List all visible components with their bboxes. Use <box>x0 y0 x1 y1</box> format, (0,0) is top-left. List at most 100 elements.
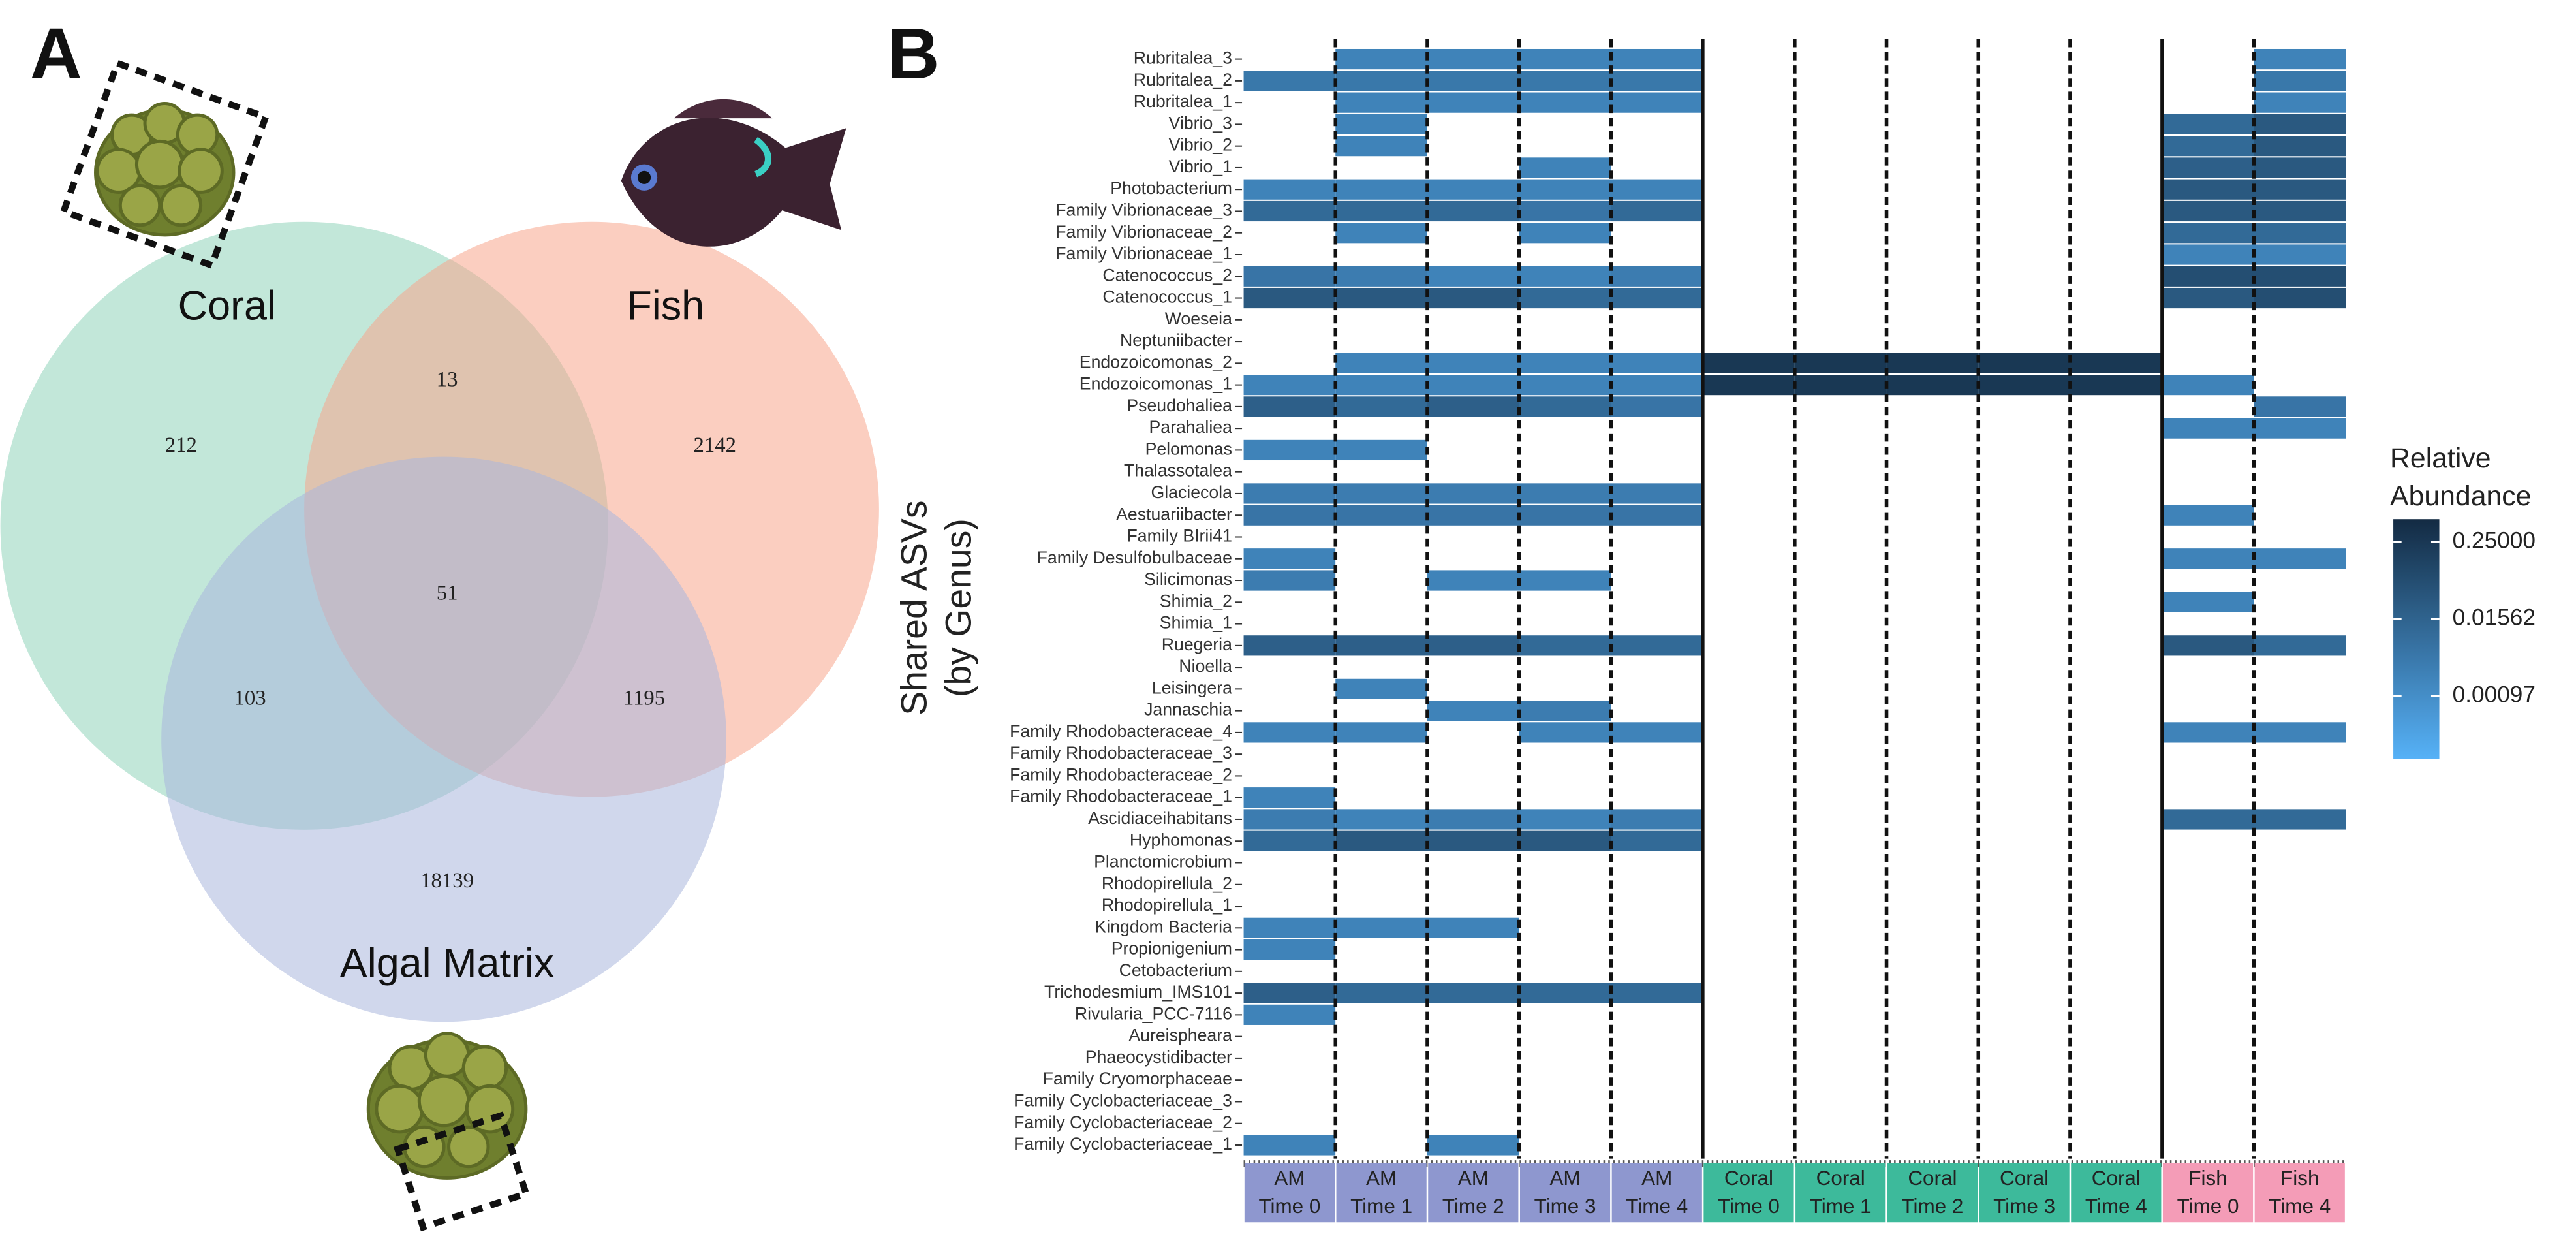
heat-cell <box>1611 809 1703 830</box>
heat-cell <box>1243 418 1336 439</box>
row-label: Family Rhodobacteraceae_1 <box>1010 787 1232 806</box>
heat-cell <box>1519 657 1611 678</box>
heat-cell <box>2254 722 2346 743</box>
heat-cell <box>1243 548 1336 569</box>
column-group-label: AM <box>1549 1167 1580 1190</box>
heat-cell <box>1611 722 1703 743</box>
row-label: Family Cyclobacteriaceae_3 <box>1014 1090 1232 1110</box>
heat-cell <box>1427 526 1519 548</box>
heat-cell <box>1978 613 2070 635</box>
heat-cell <box>1794 830 1887 851</box>
heat-cell <box>1335 787 1427 808</box>
heat-cell <box>1335 570 1427 591</box>
heat-cell <box>1243 505 1336 526</box>
heat-cell <box>2162 157 2254 178</box>
heat-cell <box>1335 635 1427 656</box>
heat-cell <box>2162 678 2254 699</box>
heat-cell <box>1978 200 2070 222</box>
column-label-box <box>1703 1163 1794 1223</box>
heat-cell <box>1335 1135 1427 1156</box>
heat-cell <box>2162 852 2254 874</box>
heat-cell <box>1519 1135 1611 1156</box>
heat-cell <box>2070 505 2162 526</box>
heat-cell <box>2254 136 2346 157</box>
heat-cell <box>1427 375 1519 396</box>
row-label: Leisingera <box>1152 678 1232 697</box>
heat-cell <box>1335 657 1427 678</box>
heat-cell <box>2162 1135 2254 1156</box>
heat-cell <box>1703 1026 1795 1047</box>
heat-cell <box>1794 787 1887 808</box>
heat-cell <box>1703 114 1795 134</box>
heat-cell <box>1427 439 1519 461</box>
heat-cell <box>1335 287 1427 309</box>
heat-cell <box>1519 570 1611 591</box>
region-count: 13 <box>437 368 458 391</box>
column-time-label: Time 1 <box>1350 1195 1412 1218</box>
heat-cell <box>1335 765 1427 787</box>
heat-cell <box>1611 462 1703 482</box>
heat-cell <box>2254 678 2346 699</box>
heat-cell <box>1335 722 1427 743</box>
heat-cell <box>1427 787 1519 808</box>
heat-cell <box>1335 961 1427 982</box>
heat-cell <box>1611 852 1703 874</box>
heat-cell <box>1611 244 1703 265</box>
heat-cell <box>1794 439 1887 461</box>
heat-cell <box>2254 635 2346 656</box>
heat-cell <box>1703 223 1795 244</box>
column-group-label: AM <box>1366 1167 1397 1190</box>
set-label: Fish <box>627 283 704 329</box>
row-label: Vibrio_1 <box>1169 157 1232 176</box>
heat-cell <box>1519 830 1611 851</box>
heat-cell <box>1519 896 1611 917</box>
heat-cell <box>1978 48 2070 70</box>
heat-cell <box>2070 331 2162 352</box>
row-label: Neptuniibacter <box>1120 330 1232 350</box>
heat-cell <box>2070 701 2162 721</box>
heat-cell <box>1978 787 2070 808</box>
heat-cell <box>1703 331 1795 352</box>
heat-cell <box>1335 462 1427 482</box>
heat-cell <box>1978 1069 2070 1090</box>
heat-cell <box>2162 1091 2254 1113</box>
heat-cell <box>1703 1069 1795 1090</box>
heat-cell <box>1794 1004 1887 1025</box>
row-label: Woeseia <box>1165 309 1232 328</box>
heat-cell <box>1794 852 1887 874</box>
heat-cell <box>1794 200 1887 222</box>
heat-cell <box>1794 983 1887 1003</box>
heat-cell <box>1703 505 1795 526</box>
heat-cell <box>1978 439 2070 461</box>
heat-cell <box>1886 548 1979 569</box>
heat-cell <box>1611 505 1703 526</box>
column-time-label: Time 3 <box>1993 1195 2055 1218</box>
heat-cell <box>1794 722 1887 743</box>
heat-cell <box>1335 1004 1427 1025</box>
heat-cell <box>1794 353 1887 373</box>
heat-cell <box>1335 852 1427 874</box>
heat-cell <box>1978 114 2070 134</box>
heat-cell <box>2070 287 2162 309</box>
heat-cell <box>1427 200 1519 222</box>
row-label: Endozoicomonas_1 <box>1079 374 1232 394</box>
heat-cell <box>2070 1004 2162 1025</box>
heat-cell <box>2070 266 2162 287</box>
heat-cell <box>1703 353 1795 373</box>
heat-cell <box>1886 613 1979 635</box>
legend-title: Relative <box>2390 443 2491 474</box>
heat-cell <box>1243 765 1336 787</box>
heat-cell <box>1794 462 1887 482</box>
heat-cell <box>1886 48 1979 70</box>
column-time-label: Time 0 <box>2177 1195 2239 1218</box>
heat-cell <box>1427 483 1519 504</box>
heat-cell <box>1243 157 1336 178</box>
heat-cell <box>1886 375 1979 396</box>
heat-cell <box>1794 874 1887 895</box>
heat-cell <box>2070 570 2162 591</box>
heat-cell <box>2162 287 2254 309</box>
heat-cell <box>1519 613 1611 635</box>
heat-cell <box>1703 375 1795 396</box>
heat-cell <box>1519 1048 1611 1069</box>
